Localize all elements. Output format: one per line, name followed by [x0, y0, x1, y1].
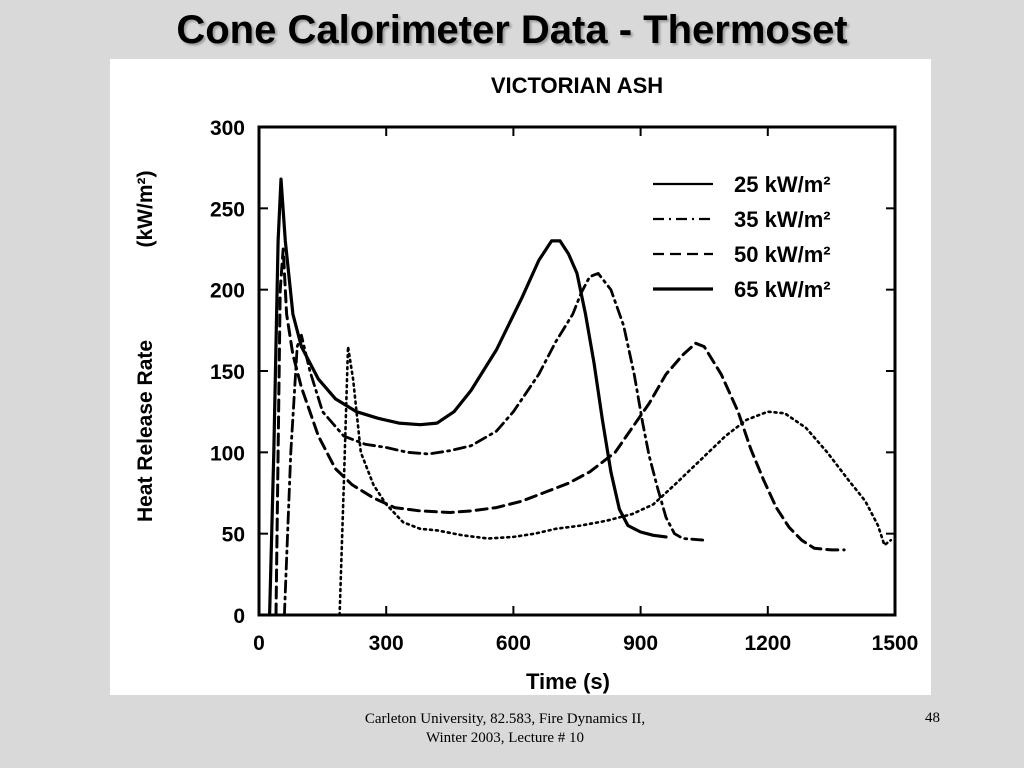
axis-layer: 0 300 600 900 1200 1500 0 50 100 150 200 250 300 [210, 117, 918, 655]
y-tick-label: 200 [210, 280, 245, 303]
x-tick-label: 900 [623, 632, 658, 655]
page-number: 48 [925, 710, 940, 726]
footer-text: Carleton University, 82.583, Fire Dynami… [364, 711, 646, 746]
x-axis-label: Time (s) [526, 669, 610, 694]
legend-label: 65 kW/m² [734, 277, 831, 302]
series-line-4 [268, 177, 668, 617]
y-tick-label: 50 [222, 524, 245, 547]
y-axis-label: Heat Release Rate [134, 340, 157, 522]
series-line-3 [274, 247, 846, 617]
y-tick-label: 300 [210, 117, 245, 140]
y-tick-label: 250 [210, 198, 245, 221]
legend-label: 35 kW/m² [734, 207, 831, 232]
y-axis-unit: (kW/m²) [134, 171, 157, 248]
legend-label: 50 kW/m² [734, 242, 831, 267]
y-tick-label: 0 [233, 605, 245, 628]
plot-area-frame [257, 125, 897, 617]
x-tick-label: 0 [253, 632, 265, 655]
y-tick-label: 150 [210, 361, 245, 384]
series-line-2 [283, 272, 706, 617]
series-layer [268, 177, 893, 617]
chart-figure: VICTORIAN ASH 0 300 600 900 1200 1500 0 50 100 15… [110, 59, 931, 695]
series-line-1 [338, 345, 893, 617]
chart-svg: VICTORIAN ASH 0 300 600 900 1200 1500 0 50 100 15… [134, 73, 918, 694]
legend: 25 kW/m² 35 kW/m² 50 kW/m² 65 kW/m² [653, 172, 831, 302]
x-tick-label: 600 [496, 632, 531, 655]
slide-title: Cone Calorimeter Data - Thermoset [176, 8, 848, 52]
x-tick-label: 300 [369, 632, 404, 655]
x-tick-label: 1200 [744, 632, 791, 655]
chart-title: VICTORIAN ASH [491, 73, 663, 98]
x-tick-label: 1500 [872, 632, 919, 655]
legend-label: 25 kW/m² [734, 172, 831, 197]
y-tick-label: 100 [210, 442, 245, 465]
